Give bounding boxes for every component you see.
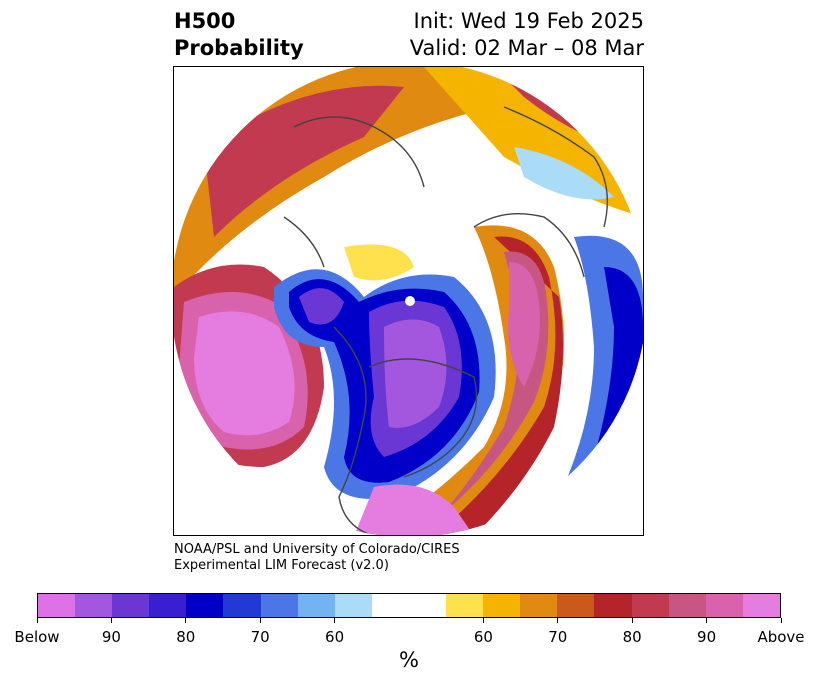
credit-text: NOAA/PSL and University of Colorado/CIRE… — [174, 542, 460, 574]
colorbar-swatch — [520, 594, 558, 617]
colorbar-swatch — [483, 594, 521, 617]
colorbar-swatch — [557, 594, 595, 617]
title-variable: H500 — [174, 9, 236, 33]
colorbar-swatch — [594, 594, 632, 617]
colorbar-swatch — [186, 594, 224, 617]
colorbar-tick-mark — [780, 618, 782, 623]
polar-map-canvas — [174, 67, 643, 535]
colorbar-tick-mark — [259, 618, 261, 623]
colorbar-tick-mark — [482, 618, 484, 623]
colorbar-tick-label: Below — [14, 628, 60, 646]
title-quantity: Probability — [174, 36, 304, 60]
colorbar-tick-mark — [110, 618, 112, 623]
colorbar-swatch — [668, 594, 706, 617]
polar-map — [173, 66, 644, 536]
colorbar-tick-label: 80 — [176, 628, 196, 646]
colorbar-swatch — [75, 594, 113, 617]
colorbar-tick-mark — [557, 618, 559, 623]
colorbar-tick-label: 80 — [622, 628, 642, 646]
colorbar-swatch — [112, 594, 150, 617]
colorbar-tick-label: 90 — [101, 628, 121, 646]
colorbar-swatch — [408, 594, 447, 617]
forecast-dates: Init: Wed 19 Feb 2025 Valid: 02 Mar – 08… — [410, 8, 644, 62]
colorbar-swatch — [223, 594, 261, 617]
colorbar-swatch — [705, 594, 743, 617]
init-date: Init: Wed 19 Feb 2025 — [413, 9, 644, 33]
valid-range: Valid: 02 Mar – 08 Mar — [409, 36, 644, 60]
colorbar-swatch — [742, 594, 780, 617]
colorbar-tick-label: Above — [757, 628, 805, 646]
colorbar-swatch — [38, 594, 76, 617]
colorbar-tick-mark — [36, 618, 38, 623]
colorbar-tick-label: 90 — [697, 628, 717, 646]
colorbar-swatch — [631, 594, 669, 617]
map-title: H500 Probability — [174, 8, 304, 62]
credit-line-1: NOAA/PSL and University of Colorado/CIRE… — [174, 542, 460, 557]
colorbar-tick-label: 70 — [250, 628, 270, 646]
colorbar-tick-mark — [185, 618, 187, 623]
colorbar-swatch — [334, 594, 372, 617]
colorbar-swatch — [446, 594, 484, 617]
coastlines — [283, 106, 609, 535]
colorbar-tick-label: 60 — [325, 628, 345, 646]
colorbar — [37, 593, 781, 618]
colorbar-tick-mark — [706, 618, 708, 623]
colorbar-tick-mark — [334, 618, 336, 623]
colorbar-swatch — [149, 594, 187, 617]
north-pole-marker — [405, 296, 415, 306]
colorbar-tick-label: 60 — [473, 628, 493, 646]
colorbar-tick-label: 70 — [548, 628, 568, 646]
credit-line-2: Experimental LIM Forecast (v2.0) — [174, 558, 389, 573]
colorbar-swatch — [260, 594, 298, 617]
colorbar-unit: % — [399, 648, 419, 672]
colorbar-swatch — [371, 594, 409, 617]
colorbar-swatch — [297, 594, 335, 617]
colorbar-tick-mark — [631, 618, 633, 623]
